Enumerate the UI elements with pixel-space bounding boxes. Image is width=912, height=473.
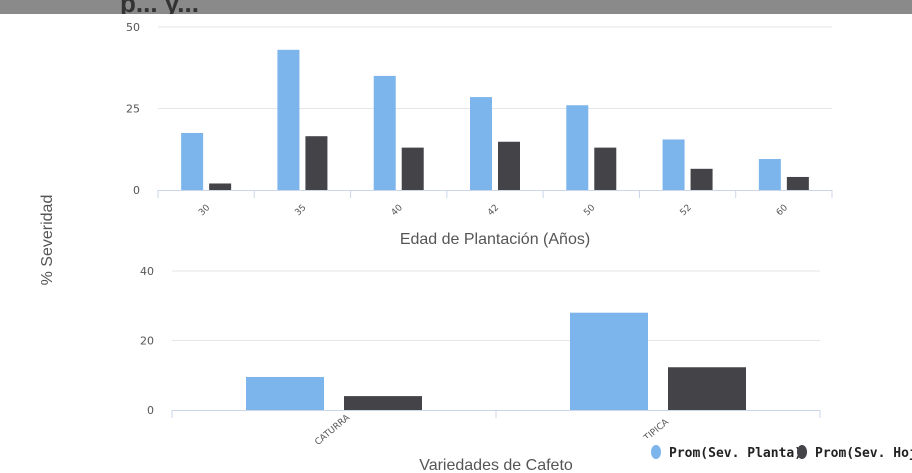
- x-tick-label: 30: [197, 203, 212, 218]
- x-tick-label: 60: [775, 203, 790, 218]
- x-axis-title: Variedades de Cafeto: [419, 457, 573, 473]
- bar-hoja[interactable]: [668, 367, 746, 410]
- x-tick-label: 40: [390, 203, 405, 218]
- bar-planta[interactable]: [758, 159, 781, 190]
- bar-hoja[interactable]: [209, 183, 232, 190]
- bar-hoja[interactable]: [344, 396, 422, 410]
- y-tick-label: 20: [140, 335, 154, 348]
- bar-planta[interactable]: [181, 132, 204, 190]
- bar-planta[interactable]: [662, 139, 685, 190]
- bar-hoja[interactable]: [498, 141, 520, 190]
- x-tick-label: CATURRA: [313, 413, 352, 448]
- legend-item[interactable]: Prom(Sev. Planta): [651, 445, 802, 461]
- y-tick-label: 25: [126, 103, 140, 116]
- bar-hoja[interactable]: [305, 136, 328, 190]
- x-tick-label: 52: [679, 203, 694, 218]
- legend-item[interactable]: Prom(Sev. Hoja): [797, 445, 912, 461]
- bar-hoja[interactable]: [690, 168, 713, 190]
- bar-planta[interactable]: [470, 97, 492, 190]
- legend-label: Prom(Sev. Planta): [669, 446, 802, 461]
- bar-planta[interactable]: [246, 376, 324, 410]
- y-tick-label: 0: [147, 404, 154, 417]
- title-bar: p... y...: [0, 0, 912, 14]
- y-tick-label: 0: [133, 184, 140, 197]
- legend-marker: [797, 445, 807, 459]
- bar-hoja[interactable]: [401, 147, 424, 190]
- bar-planta[interactable]: [570, 312, 648, 410]
- bar-planta[interactable]: [373, 75, 396, 190]
- y-tick-label: 40: [140, 265, 154, 278]
- legend-background: [646, 438, 912, 473]
- x-tick-label: 50: [582, 203, 597, 218]
- legend-label: Prom(Sev. Hoja): [815, 446, 912, 461]
- x-tick-label: 42: [486, 203, 501, 218]
- x-axis-title: Edad de Plantación (Años): [400, 231, 590, 248]
- bar-hoja[interactable]: [594, 147, 617, 190]
- bar-hoja[interactable]: [786, 176, 809, 190]
- x-tick-label: 35: [293, 203, 308, 218]
- bar-planta[interactable]: [566, 105, 589, 190]
- legend-marker: [651, 445, 661, 459]
- chart-title-fragment: p... y...: [120, 0, 199, 14]
- legend: Prom(Sev. Planta) Prom(Sev. Hoja): [646, 438, 912, 473]
- y-tick-label: 50: [126, 21, 140, 34]
- y-axis-title: % Severidad: [39, 195, 56, 286]
- chart-panel-edad: 0 25 50 30 35 40 42 50 52 60 Edad de Plantación (A…: [126, 21, 833, 248]
- bar-planta[interactable]: [277, 49, 300, 190]
